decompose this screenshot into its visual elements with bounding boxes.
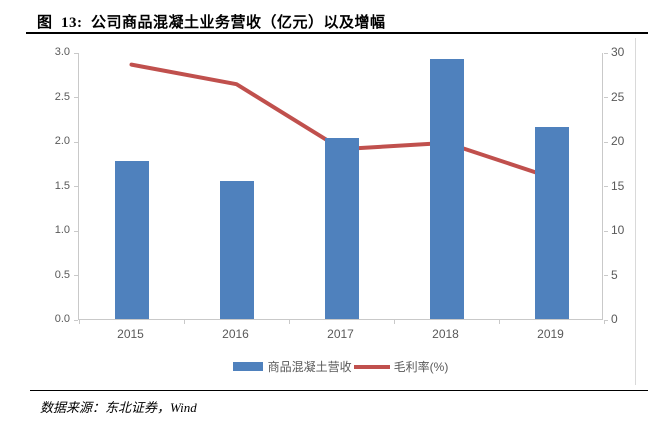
right-axis-tick-10: 10 — [611, 223, 625, 237]
left-axis-tickmark — [74, 186, 78, 187]
left-axis-tick-0.5: 0.5 — [54, 268, 70, 281]
legend-line-swatch — [353, 364, 390, 369]
right-axis-tick-5: 5 — [611, 267, 618, 282]
bar-2018 — [429, 59, 464, 319]
right-axis-tickmark — [604, 97, 608, 98]
right-axis-tickmark — [604, 275, 608, 276]
left-axis-tick-0.0: 0.0 — [54, 313, 70, 325]
right-axis-tick-20: 20 — [611, 134, 625, 148]
x-axis-label-2018: 2018 — [432, 327, 459, 341]
x-axis-tickmark — [393, 320, 395, 324]
right-axis-tickmark — [604, 52, 608, 54]
figure-title: 图 13: 公司商品混凝土业务营收（亿元）以及增幅 — [37, 15, 386, 31]
right-axis-tick-25: 25 — [611, 89, 625, 104]
right-axis-tickmark — [604, 230, 608, 232]
bar-2017 — [324, 138, 359, 319]
left-axis-tick-3.0: 3.0 — [54, 46, 70, 58]
bar-2019 — [534, 126, 569, 319]
x-axis-label-2015: 2015 — [117, 327, 144, 341]
x-axis-label-2019: 2019 — [537, 327, 564, 341]
right-axis-tickmark — [604, 319, 608, 321]
title-divider — [26, 32, 648, 34]
legend-bar-label: 商品混凝土营收 — [267, 360, 352, 374]
right-axis-tick-30: 30 — [611, 45, 625, 59]
x-axis-tickmark — [78, 320, 80, 324]
right-axis-tick-15: 15 — [611, 178, 625, 193]
left-axis-tickmark — [74, 97, 78, 98]
x-axis-tickmark — [603, 320, 605, 324]
right-axis-tickmark — [604, 186, 608, 187]
source-divider — [30, 390, 648, 391]
left-axis-tickmark — [74, 319, 78, 321]
bar-2015 — [114, 160, 149, 319]
data-source: 数据来源：东北证券，Wind — [40, 400, 197, 415]
plot-area — [74, 52, 608, 324]
left-axis-tick-1.5: 1.5 — [54, 179, 70, 192]
left-axis-tick-2.5: 2.5 — [54, 90, 70, 103]
x-axis-tickmark — [183, 320, 185, 324]
left-axis-tickmark — [74, 275, 78, 276]
left-axis-tickmark — [74, 141, 78, 143]
left-axis-tickmark — [74, 52, 78, 54]
x-axis-label-2017: 2017 — [327, 327, 354, 341]
right-axis-tick-0: 0 — [611, 312, 618, 326]
x-axis-tickmark — [498, 320, 500, 324]
x-axis-label-2016: 2016 — [222, 327, 249, 341]
legend-bar-swatch — [232, 362, 263, 371]
bar-2016 — [219, 181, 254, 319]
legend-line-label: 毛利率(%) — [393, 360, 449, 374]
chart-frame-border — [635, 38, 636, 385]
x-axis-tickmark — [288, 320, 290, 324]
left-axis-tick-2.0: 2.0 — [54, 135, 70, 147]
left-axis-tickmark — [74, 230, 78, 232]
chart-legend: 商品混凝土营收 毛利率(%) — [78, 358, 603, 375]
right-axis-tickmark — [604, 141, 608, 143]
left-axis-tick-1.0: 1.0 — [54, 224, 70, 236]
